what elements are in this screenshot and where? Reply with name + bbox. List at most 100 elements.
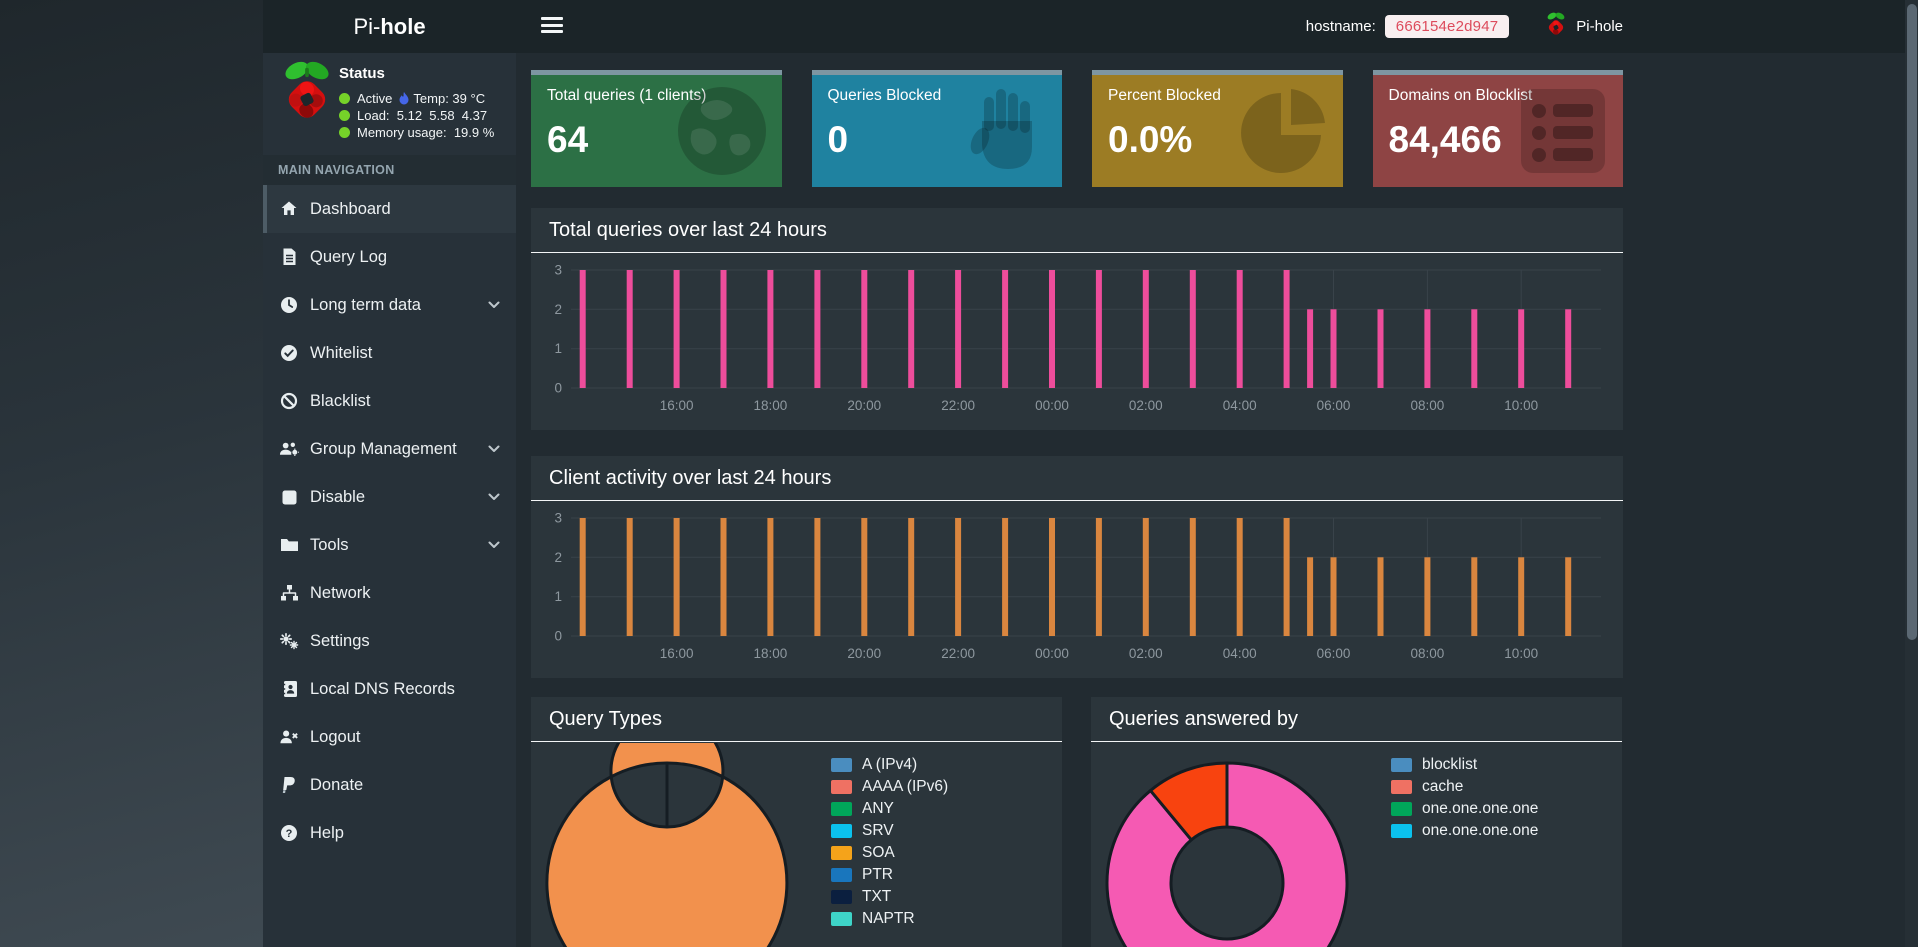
legend-item-naptr[interactable]: NAPTR <box>831 908 948 930</box>
sidebar-item-tools[interactable]: Tools <box>263 521 516 569</box>
sidebar-item-settings[interactable]: Settings <box>263 617 516 665</box>
stat-card-value: 64 <box>547 119 589 160</box>
legend-item-one-one-one-one[interactable]: one.one.one.one <box>1391 820 1538 842</box>
sidebar-item-help[interactable]: ? Help <box>263 809 516 857</box>
svg-text:0: 0 <box>554 629 562 644</box>
status-row-active: Active Temp: 39 °C <box>339 90 494 107</box>
legend-swatch <box>831 868 852 882</box>
legend-swatch <box>831 890 852 904</box>
sidebar-item-dashboard[interactable]: Dashboard <box>263 185 516 233</box>
status-dot-icon <box>339 127 350 138</box>
legend-label: SRV <box>862 822 894 839</box>
panel-title: Queries answered by <box>1091 697 1622 742</box>
panel-query-types: Query Types A (IPv4) AAAA (IPv6) ANY SRV… <box>531 697 1062 947</box>
svg-text:18:00: 18:00 <box>754 646 788 661</box>
sidebar-item-local-dns-records[interactable]: Local DNS Records <box>263 665 516 713</box>
svg-text:0: 0 <box>554 381 562 396</box>
legend-swatch <box>1391 758 1412 772</box>
total-queries-chart[interactable]: 0 1 2 3 16:00 18:00 20:00 22:00 00:00 02:00 04:00 0… <box>543 260 1611 429</box>
sidebar: Pi-hole Status <box>263 0 516 947</box>
chevron-down-icon <box>488 493 500 501</box>
svg-text:04:00: 04:00 <box>1223 398 1257 413</box>
svg-text:22:00: 22:00 <box>941 398 975 413</box>
answered-by-legend: blocklist cache one.one.one.one one.one.… <box>1391 754 1538 842</box>
gears-icon <box>279 632 299 650</box>
panel-title: Client activity over last 24 hours <box>531 456 1623 501</box>
svg-text:06:00: 06:00 <box>1317 646 1351 661</box>
chevron-down-icon <box>488 301 500 309</box>
legend-item-aaaa-ipv6[interactable]: AAAA (IPv6) <box>831 776 948 798</box>
hand-icon <box>954 83 1050 184</box>
sidebar-item-logout[interactable]: Logout <box>263 713 516 761</box>
legend-label: TXT <box>862 888 892 905</box>
sidebar-item-disable[interactable]: Disable <box>263 473 516 521</box>
legend-label: one.one.one.one <box>1422 800 1539 817</box>
panel-total-queries: Total queries over last 24 hours 0 1 2 3 16:… <box>531 208 1623 430</box>
check-circle-icon <box>279 344 299 362</box>
panel-client-activity: Client activity over last 24 hours 0 1 2 3 1… <box>531 456 1623 678</box>
stat-card-total-queries-1-clients: Total queries (1 clients) 64 <box>531 70 782 187</box>
stat-card-value: 0 <box>827 119 849 160</box>
pihole-logo-icon <box>279 58 335 131</box>
users-icon <box>279 440 299 458</box>
client-activity-chart[interactable]: 0 1 2 3 16:00 18:00 20:00 22:00 00:00 02:00 04:00 0… <box>543 508 1611 677</box>
status-rows: Active Temp: 39 °C Load: 5.12 5.58 4.37 … <box>339 90 494 141</box>
stop-icon <box>279 489 299 506</box>
sidebar-item-long-term-data[interactable]: Long term data <box>263 281 516 329</box>
stat-card-value: 84,466 <box>1388 119 1502 160</box>
home-icon <box>279 200 299 218</box>
legend-swatch <box>831 780 852 794</box>
svg-text:2: 2 <box>554 550 562 565</box>
legend-item-one-one-one-one[interactable]: one.one.one.one <box>1391 798 1538 820</box>
legend-item-soa[interactable]: SOA <box>831 842 948 864</box>
hostname-badge: 666154e2d947 <box>1384 15 1510 38</box>
sidebar-item-whitelist[interactable]: Whitelist <box>263 329 516 377</box>
topbar-brand-link[interactable]: Pi-hole <box>1545 11 1623 43</box>
legend-swatch <box>1391 802 1412 816</box>
stat-card-domains-on-blocklist: Domains on Blocklist 84,466 <box>1372 70 1623 187</box>
topbar-brand-text: Pi-hole <box>1576 18 1623 35</box>
svg-text:10:00: 10:00 <box>1504 646 1538 661</box>
sidebar-item-network[interactable]: Network <box>263 569 516 617</box>
svg-text:20:00: 20:00 <box>847 398 881 413</box>
folder-icon <box>279 537 299 553</box>
sidebar-item-blacklist[interactable]: Blacklist <box>263 377 516 425</box>
panel-title: Query Types <box>531 697 1062 742</box>
legend-swatch <box>831 758 852 772</box>
sidebar-item-query-log[interactable]: Query Log <box>263 233 516 281</box>
file-icon <box>279 248 299 266</box>
page-scrollbar[interactable] <box>1905 0 1918 947</box>
svg-text:2: 2 <box>554 302 562 317</box>
legend-swatch <box>831 802 852 816</box>
legend-item-ptr[interactable]: PTR <box>831 864 948 886</box>
answered-by-donut-chart[interactable] <box>1087 743 1367 947</box>
legend-item-txt[interactable]: TXT <box>831 886 948 908</box>
sidebar-item-group-management[interactable]: Group Management <box>263 425 516 473</box>
chevron-down-icon <box>488 445 500 453</box>
sidebar-item-donate[interactable]: Donate <box>263 761 516 809</box>
query-types-donut-chart[interactable] <box>527 713 807 947</box>
legend-item-blocklist[interactable]: blocklist <box>1391 754 1538 776</box>
panel-title: Total queries over last 24 hours <box>531 208 1623 253</box>
svg-text:16:00: 16:00 <box>660 646 694 661</box>
legend-item-srv[interactable]: SRV <box>831 820 948 842</box>
sidebar-brand-link[interactable]: Pi-hole <box>263 0 516 53</box>
svg-text:20:00: 20:00 <box>847 646 881 661</box>
svg-text:3: 3 <box>554 263 562 278</box>
query-types-legend: A (IPv4) AAAA (IPv6) ANY SRV SOA PTR TXT… <box>831 754 948 930</box>
legend-item-cache[interactable]: cache <box>1391 776 1538 798</box>
svg-text:10:00: 10:00 <box>1504 398 1538 413</box>
scrollbar-thumb[interactable] <box>1906 4 1917 640</box>
stat-card-label: Domains on Blocklist <box>1388 87 1533 104</box>
legend-item-a-ipv4[interactable]: A (IPv4) <box>831 754 948 776</box>
pie-chart-icon <box>1235 83 1331 184</box>
legend-label: ANY <box>862 800 894 817</box>
status-row-load: Load: 5.12 5.58 4.37 <box>339 107 494 124</box>
status-box: Status Active Temp: 39 °C Load: 5.12 5.5… <box>263 53 516 155</box>
svg-text:00:00: 00:00 <box>1035 646 1069 661</box>
legend-item-any[interactable]: ANY <box>831 798 948 820</box>
main-content: Total queries (1 clients) 64 Queries Blo… <box>516 53 1918 947</box>
sidebar-toggle-button[interactable] <box>541 17 563 35</box>
svg-text:08:00: 08:00 <box>1411 398 1445 413</box>
